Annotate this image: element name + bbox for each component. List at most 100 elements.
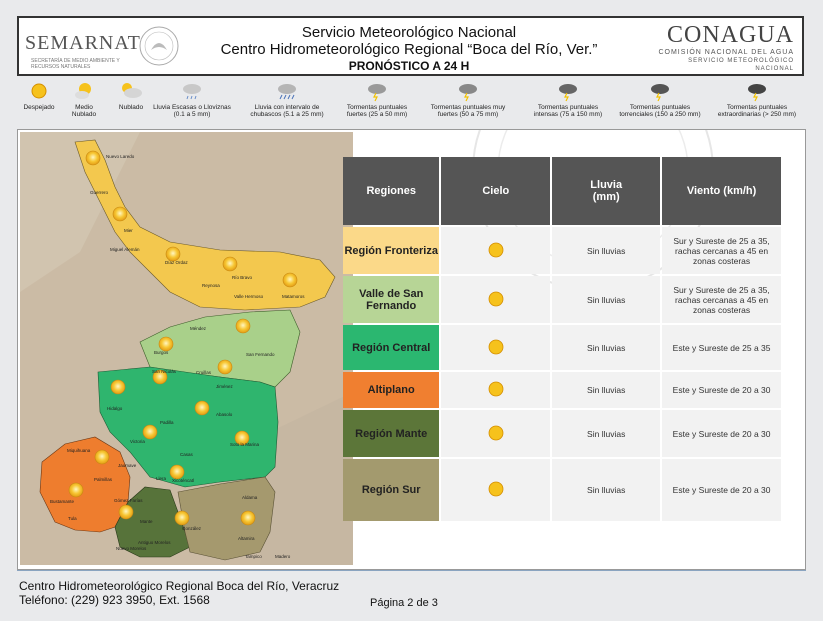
sun-icon <box>194 400 210 416</box>
rain-cell: Sin lluvias <box>552 276 661 323</box>
legend-label: Tormentas puntuales muy fuertes (50 a 75… <box>430 104 506 118</box>
legend-item: Tormentas puntuales torrenciales (150 a … <box>617 80 703 118</box>
legend-item: Tormentas puntuales extraordinarias (> 2… <box>711 80 803 118</box>
table-row: Valle de San Fernando Sin lluvias Sur y … <box>343 276 781 323</box>
sky-cell <box>441 410 551 457</box>
region-name-cell: Región Mante <box>343 410 440 457</box>
page-title-center: Centro Hidrometeorológico Regional “Boca… <box>220 41 598 58</box>
map-label: Méndez <box>190 326 207 331</box>
table-row: Región Sur Sin lluvias Este y Sureste de… <box>343 459 781 521</box>
page-title-service: Servicio Meteorológico Nacional <box>301 24 517 41</box>
storm-icon <box>651 84 669 102</box>
sun-icon <box>282 272 298 288</box>
conagua-logo-subtext2: SERVICIO METEOROLÓGICO NACIONAL <box>688 58 794 72</box>
region-name-cell: Región Sur <box>343 459 440 521</box>
map-label: Victoria <box>130 439 145 444</box>
table-row: Región Fronteriza Sin lluvias Sur y Sure… <box>343 227 781 274</box>
storm-icon <box>368 84 386 102</box>
sun-icon <box>488 339 504 354</box>
map-label: Mante <box>140 519 153 524</box>
map-label: Valle Hermoso <box>234 294 264 299</box>
map-label: Burgos <box>154 350 169 355</box>
region-fronteriza-area <box>74 139 336 311</box>
sky-cell <box>441 227 551 274</box>
cloud-sun-icon <box>122 83 142 98</box>
legend-item: Lluvia Escasas o Lloviznas (0.1 a 5 mm) <box>153 80 231 118</box>
sun-icon <box>31 83 47 99</box>
sun-icon <box>68 482 84 498</box>
map-label: Casas <box>180 452 194 457</box>
page-number: Página 2 de 3 <box>370 597 438 609</box>
rain-cell: Sin lluvias <box>552 459 661 521</box>
map-sun-icons <box>68 150 298 526</box>
map-label: Cruillas <box>196 370 212 375</box>
map-label: Jiménez <box>216 384 234 389</box>
sun-icon <box>110 379 126 395</box>
sun-icon <box>240 510 256 526</box>
wind-cell: Sur y Sureste de 25 a 35, rachas cercana… <box>662 276 781 323</box>
map-label: Tampico <box>245 554 262 559</box>
table-row: Región Central Sin lluvias Este y Surest… <box>343 325 781 370</box>
legend-label: Lluvia Escasas o Lloviznas (0.1 a 5 mm) <box>153 104 231 118</box>
map-label: Hidalgo <box>107 406 123 411</box>
map-label: Xicoténcatl <box>172 478 194 483</box>
map-label: Miguel Alemán <box>110 247 140 252</box>
region-name-cell: Región Fronteriza <box>343 227 440 274</box>
rain-cell: Sin lluvias <box>552 325 661 370</box>
legend-item: Lluvia con intervalo de chubascos (5.1 a… <box>243 80 331 118</box>
semarnat-logo-text: SEMARNAT <box>25 32 141 54</box>
map-label: Soto la Marina <box>230 442 260 447</box>
shower-icon <box>278 84 296 100</box>
mexico-seal-icon <box>139 26 179 66</box>
legend-label: Tormentas puntuales torrenciales (150 a … <box>619 104 701 118</box>
map-label: Reynosa <box>202 283 220 288</box>
map-label: Llera <box>156 476 167 481</box>
sun-icon <box>488 425 504 440</box>
sun-icon <box>112 206 128 222</box>
sun-icon <box>94 449 110 465</box>
wind-cell: Sur y Sureste de 25 a 35, rachas cercana… <box>662 227 781 274</box>
sky-cell <box>441 459 551 521</box>
sun-icon <box>488 242 504 257</box>
sun-icon <box>169 464 185 480</box>
conagua-logo-text: CONAGUA <box>667 22 794 48</box>
sun-cloud-icon <box>75 83 91 99</box>
storm-icon <box>748 84 766 102</box>
sun-icon <box>174 510 190 526</box>
region-map: Nuevo Laredo Guerrero Mier Miguel Alemán… <box>20 132 353 565</box>
legend-item: Medio Nublado <box>63 80 105 118</box>
header-regions: Regiones <box>343 157 440 225</box>
page-title-forecast: PRONÓSTICO A 24 H <box>348 59 470 73</box>
map-label: Bustamante <box>50 499 75 504</box>
sky-cell <box>441 372 551 408</box>
map-label: Guerrero <box>90 190 109 195</box>
legend-label: Medio Nublado <box>71 104 97 118</box>
map-label: Nuevo Laredo <box>106 154 135 159</box>
sky-cell <box>441 276 551 323</box>
page-header: SEMARNAT SECRETARÍA DE MEDIO AMBIENTE Y … <box>17 16 804 76</box>
wind-cell: Este y Sureste de 20 a 30 <box>662 372 781 408</box>
light-rain-icon <box>183 84 201 100</box>
legend-label: Tormentas puntuales fuertes (25 a 50 mm) <box>346 104 408 118</box>
semarnat-logo: SEMARNAT SECRETARÍA DE MEDIO AMBIENTE Y … <box>25 30 140 70</box>
sun-icon <box>234 430 250 446</box>
map-label: Miquihuana <box>67 448 91 453</box>
sun-icon <box>488 381 504 397</box>
rain-cell: Sin lluvias <box>552 372 661 408</box>
map-label: Río Bravo <box>232 275 253 280</box>
sun-icon <box>142 424 158 440</box>
sky-cell <box>441 325 551 370</box>
map-label: Aldama <box>242 495 258 500</box>
table-row: Altiplano Sin lluvias Este y Sureste de … <box>343 372 781 408</box>
storm-icon <box>559 84 577 102</box>
table-header-row: Regiones Cielo Lluvia (mm) Viento (km/h) <box>343 157 781 225</box>
forecast-table: Regiones Cielo Lluvia (mm) Viento (km/h)… <box>341 155 783 523</box>
rain-cell: Sin lluvias <box>552 410 661 457</box>
map-label: Antiguo Morelos <box>138 540 171 545</box>
map-label: San Nicolás <box>152 369 177 374</box>
sun-icon <box>222 256 238 272</box>
map-label: Díaz Ordaz <box>165 260 189 265</box>
map-place-labels: Nuevo Laredo Guerrero Mier Miguel Alemán… <box>50 154 305 559</box>
map-label: Nuevo Morelos <box>116 546 147 551</box>
rain-cell: Sin lluvias <box>552 227 661 274</box>
